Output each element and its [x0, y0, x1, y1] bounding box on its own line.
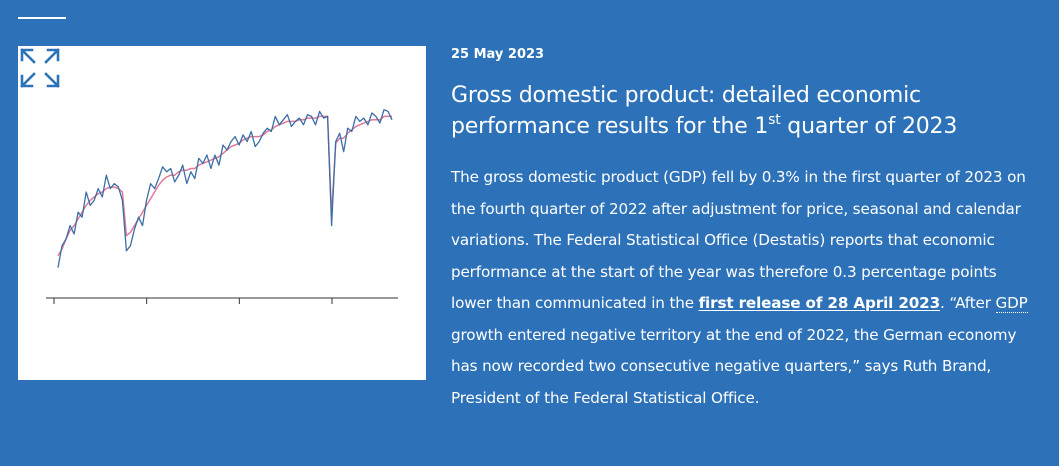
raw-series-line: [57, 109, 393, 268]
chart-preview-card[interactable]: [18, 46, 426, 380]
expand-arrows-icon[interactable]: [18, 46, 62, 90]
article-body: The gross domestic product (GDP) fell by…: [451, 162, 1041, 414]
title-text-start: Gross domestic product: detailed economi…: [451, 83, 921, 139]
title-text-end: quarter of 2023: [780, 114, 958, 139]
title-superscript: st: [768, 112, 781, 128]
body-text-part-3: growth entered negative territory at the…: [451, 325, 1017, 407]
article-teaser: 25 May 2023 Gross domestic product: deta…: [451, 46, 1041, 414]
body-text-part-1: The gross domestic product (GDP) fell by…: [451, 168, 1026, 312]
gdp-abbreviation[interactable]: GDP: [995, 294, 1028, 313]
publication-date: 25 May 2023: [451, 47, 545, 62]
top-accent-rule: [18, 17, 66, 19]
gdp-line-chart: [46, 109, 398, 304]
article-title[interactable]: Gross domestic product: detailed economi…: [451, 80, 1041, 142]
body-text-part-2: . “After: [940, 294, 996, 312]
adjusted-series-line: [57, 115, 392, 257]
first-release-link[interactable]: first release of 28 April 2023: [698, 294, 941, 312]
